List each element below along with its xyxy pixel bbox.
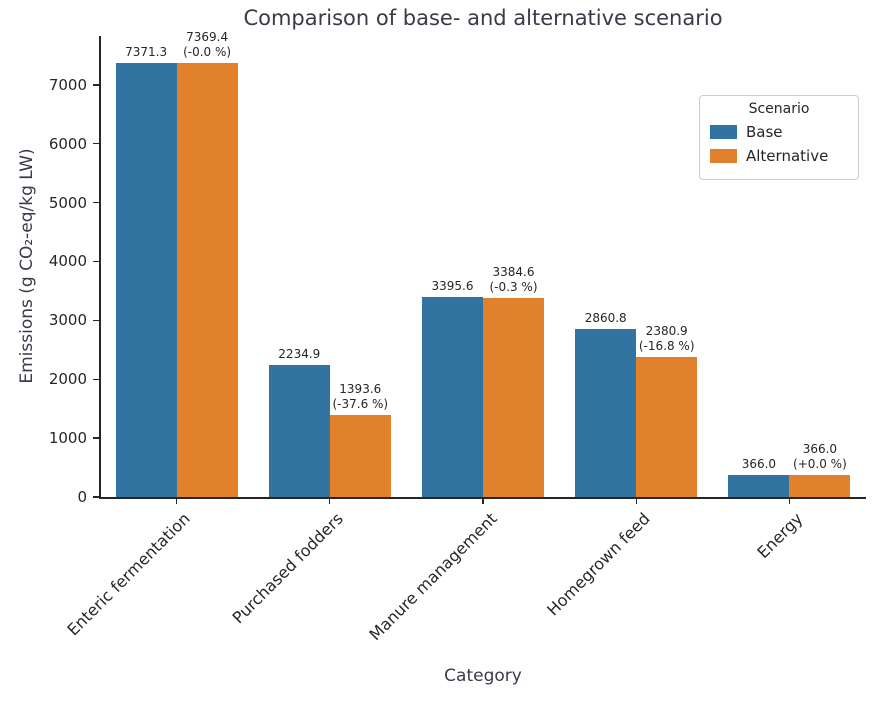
y-tick (93, 496, 99, 498)
y-tick (93, 143, 99, 145)
y-tick-label: 1000 (48, 429, 87, 448)
bar-base-4 (728, 475, 790, 497)
legend-items: Base Alternative (708, 123, 850, 165)
bar-value-label: 2860.8 (584, 310, 627, 325)
legend-color-patch (710, 149, 737, 163)
y-tick-label: 7000 (48, 75, 87, 94)
y-tick-label: 0 (77, 488, 87, 506)
x-tick-label: Energy (753, 509, 807, 563)
y-tick (93, 260, 99, 263)
bar-alternative-4 (789, 475, 851, 497)
bar-base-0 (115, 63, 177, 497)
y-tick-label: 2000 (48, 370, 87, 389)
x-axis-spine (99, 497, 866, 499)
bar-value-label: 3395.6 (431, 279, 474, 294)
x-axis-label: Category (444, 666, 522, 686)
legend-item-alternative: Alternative (710, 147, 848, 165)
chart-title: Comparison of base- and alternative scen… (243, 6, 723, 30)
x-tick-label: Homegrown feed (543, 509, 654, 620)
bar-value-label: 1393.6 (-37.6 %) (332, 381, 389, 411)
legend-item-label: Base (746, 123, 783, 141)
x-tick-label: Purchased fodders (228, 509, 348, 628)
legend-item-base: Base (710, 123, 848, 141)
y-tick (93, 201, 99, 204)
bar-value-label: 3384.6 (-0.3 %) (489, 264, 538, 294)
bar-base-2 (422, 297, 483, 497)
bar-alternative-1 (329, 414, 391, 497)
bar-alternative-0 (176, 63, 238, 497)
y-tick-label: 4000 (48, 252, 87, 271)
legend: Scenario Base Alternative (699, 95, 859, 180)
y-tick-label: 5000 (48, 193, 87, 212)
x-tick-label: Enteric fermentation (63, 509, 195, 640)
bar-value-label: 7369.4 (-0.0 %) (183, 30, 232, 60)
x-tick (635, 498, 637, 504)
legend-item-label: Alternative (746, 147, 829, 165)
bar-alternative-3 (636, 356, 698, 497)
legend-title: Scenario (748, 101, 810, 117)
bar-value-label: 366.0 (+0.0 %) (793, 442, 847, 472)
y-tick (93, 319, 99, 322)
bar-value-label: 2380.9 (-16.8 %) (638, 323, 695, 353)
x-tick (175, 498, 178, 504)
y-tick (93, 437, 99, 439)
x-tick (482, 498, 484, 504)
y-tick-label: 6000 (48, 134, 87, 153)
legend-color-patch (710, 125, 737, 139)
bar-value-label: 366.0 (741, 457, 777, 472)
x-tick-label: Manure management (365, 509, 501, 645)
y-tick (93, 378, 99, 380)
x-tick (329, 498, 331, 504)
bar-value-label: 2234.9 (278, 347, 321, 362)
bar-alternative-2 (483, 297, 544, 497)
y-tick-label: 3000 (48, 311, 87, 330)
y-axis-spine (99, 36, 101, 498)
x-tick (788, 498, 791, 504)
y-tick (93, 84, 99, 86)
bar-value-label: 7371.3 (125, 45, 168, 60)
bar-base-3 (575, 328, 637, 497)
bar-base-1 (268, 365, 330, 497)
